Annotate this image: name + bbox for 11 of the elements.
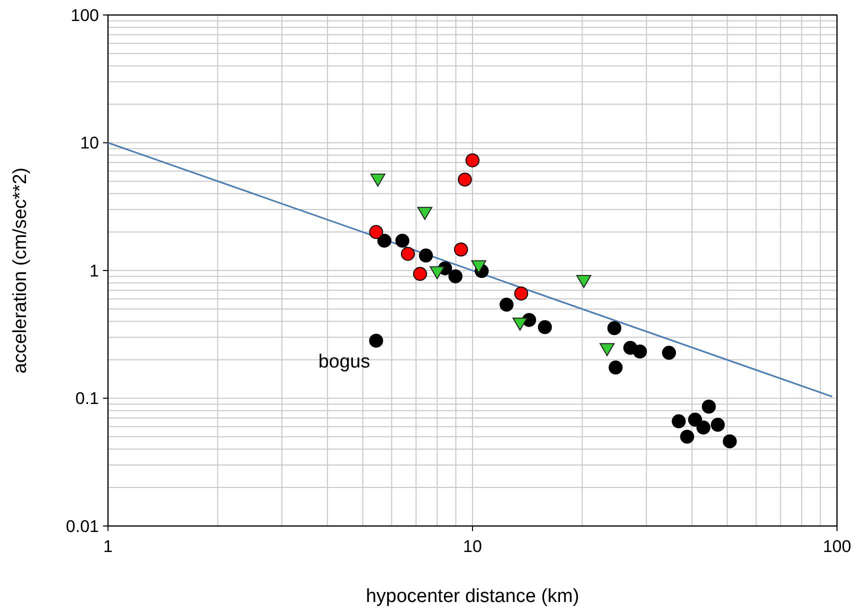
y-tick-label: 10 xyxy=(80,134,99,153)
y-tick-label: 1 xyxy=(90,261,99,280)
annotation: bogus xyxy=(318,352,370,373)
y-tick-label: 0.1 xyxy=(75,389,99,408)
y-axis-title: acceleration (cm/sec**2) xyxy=(10,168,31,374)
x-tick-label: 1 xyxy=(103,537,113,556)
x-tick-label: 10 xyxy=(463,537,482,556)
y-tick-label: 0.01 xyxy=(66,516,99,536)
x-tick-label: 100 xyxy=(822,537,852,556)
y-tick-label: 100 xyxy=(70,6,99,25)
x-axis-title: hypocenter distance (km) xyxy=(366,586,580,607)
